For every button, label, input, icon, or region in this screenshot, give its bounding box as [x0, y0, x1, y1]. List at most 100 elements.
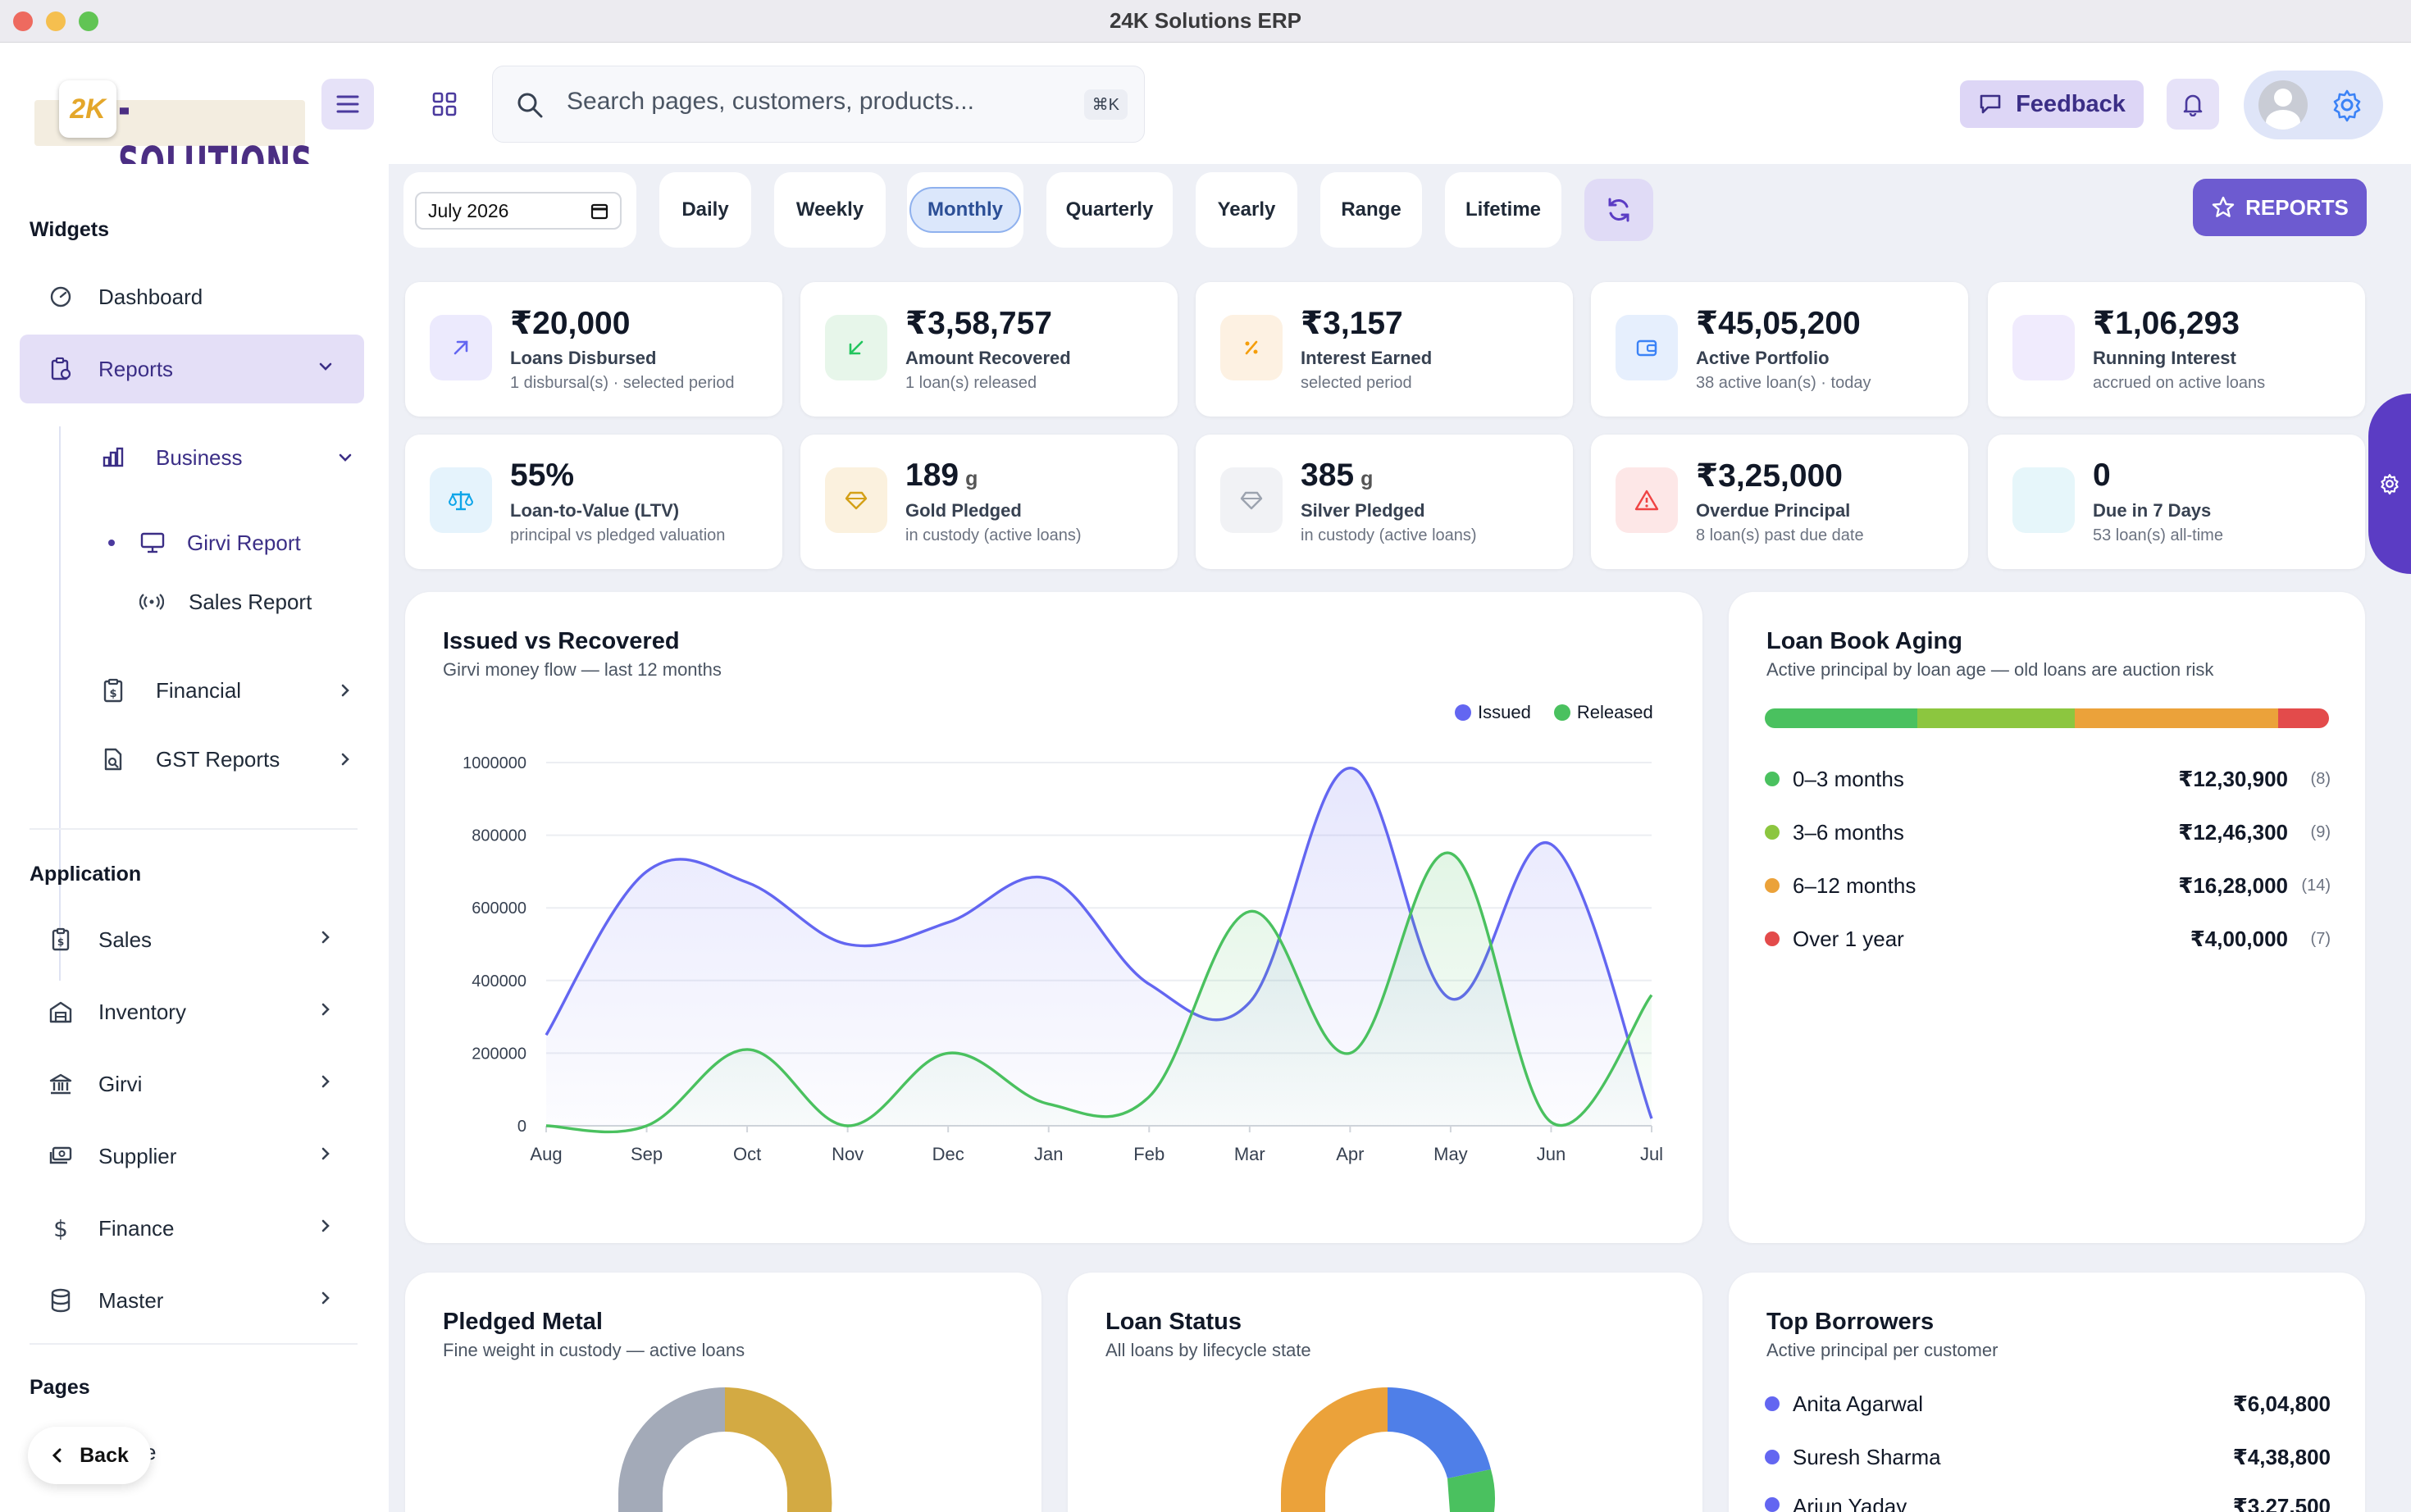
legend-label-issued: Issued [1478, 702, 1531, 722]
stat-number: 55% [510, 458, 575, 493]
loan-status-card: Loan Status All loans by lifecycle state [1068, 1273, 1702, 1512]
sidebar-item-gst-reports[interactable]: GST Reports [98, 735, 349, 784]
sidebar-item-business[interactable]: Business [98, 433, 352, 482]
stat-card-active-portfolio[interactable]: ₹45,05,200 Active Portfolio 38 active lo… [1591, 282, 1968, 417]
legend-swatch-issued [1455, 704, 1471, 721]
sidebar-item-girvi-report[interactable]: Girvi Report [108, 518, 301, 567]
stat-card-due-7-days[interactable]: 0 Due in 7 Days 53 loan(s) all-time [1988, 435, 2365, 569]
period-range[interactable]: Range [1320, 172, 1422, 248]
x-tick-label: Sep [631, 1144, 663, 1164]
sidebar-item-finance[interactable]: $ Finance [20, 1194, 364, 1263]
aging-amount: ₹4,00,000 [2190, 926, 2288, 951]
aging-label: 6–12 months [1793, 872, 1916, 898]
warning-icon [1616, 467, 1678, 533]
aging-row[interactable]: 6–12 months ₹16,28,000 (14) [1765, 869, 2331, 902]
gear-icon[interactable] [2329, 87, 2365, 123]
profile-menu[interactable] [2244, 71, 2383, 139]
stat-value: ₹1,06,293 [2093, 306, 2240, 341]
cash-icon [48, 1143, 74, 1169]
sidebar-item-dashboard[interactable]: Dashboard [20, 262, 364, 331]
sidebar-item-girvi[interactable]: Girvi [20, 1050, 364, 1118]
period-label: Weekly [795, 198, 864, 221]
stat-card-amount-recovered[interactable]: ₹3,58,757 Amount Recovered 1 loan(s) rel… [800, 282, 1178, 417]
stat-card-overdue-principal[interactable]: ₹3,25,000 Overdue Principal 8 loan(s) pa… [1591, 435, 1968, 569]
reports-icon [48, 356, 74, 382]
stat-card-gold-pledged[interactable]: 189 g Gold Pledged in custody (active loa… [800, 435, 1178, 569]
donut-slice-silver [618, 1387, 725, 1494]
stat-label: Silver Pledged [1301, 500, 1425, 521]
sidebar-item-financial[interactable]: $ Financial [98, 666, 349, 715]
feedback-label: Feedback [2016, 90, 2126, 117]
warehouse-icon [48, 999, 74, 1025]
sidebar-item-supplier[interactable]: Supplier [20, 1122, 364, 1191]
chevron-down-icon [319, 362, 332, 371]
card-title: Issued vs Recovered [443, 628, 680, 654]
sidebar-item-sales[interactable]: $ Sales [20, 905, 364, 974]
gst-reports-label: GST Reports [156, 746, 280, 772]
zoom-window-button[interactable] [79, 11, 98, 31]
sidebar-item-label: Master [98, 1287, 164, 1313]
notifications-button[interactable] [2167, 79, 2219, 130]
stat-card-interest-earned[interactable]: ₹3,157 Interest Earned selected period [1196, 282, 1573, 417]
card-subtitle: Fine weight in custody — active loans [443, 1340, 745, 1360]
settings-side-tab[interactable] [2368, 394, 2411, 574]
card-subtitle: Active principal per customer [1766, 1340, 1999, 1360]
close-window-button[interactable] [13, 11, 33, 31]
donut-slice-active [1388, 1387, 1491, 1478]
aging-count: (9) [2310, 822, 2331, 841]
aging-row[interactable]: Over 1 year ₹4,00,000 (7) [1765, 922, 2331, 955]
logo-mark: 2K [59, 80, 116, 138]
apps-grid-button[interactable] [418, 79, 471, 130]
sidebar-item-reports[interactable]: Reports [20, 335, 364, 403]
series-line-issued [545, 766, 1653, 1119]
hamburger-icon [336, 95, 359, 113]
reports-button[interactable]: REPORTS [2193, 179, 2367, 236]
sidebar-divider [30, 828, 358, 830]
aging-stacked-bar [1765, 708, 2329, 728]
period-weekly[interactable]: Weekly [774, 172, 886, 248]
aging-dot [1765, 878, 1780, 893]
feedback-button[interactable]: Feedback [1960, 80, 2144, 128]
stat-card-running-interest[interactable]: ₹1,06,293 Running Interest accrued on ac… [1988, 282, 2365, 417]
period-monthly[interactable]: Monthly [907, 172, 1023, 248]
card-title: Top Borrowers [1766, 1309, 1935, 1335]
stat-number: 385 [1301, 458, 1355, 493]
calendar-icon[interactable] [590, 202, 608, 220]
period-quarterly[interactable]: Quarterly [1046, 172, 1173, 248]
stat-card-loans-disbursed[interactable]: ₹20,000 Loans Disbursed 1 disbursal(s) ·… [405, 282, 782, 417]
stat-label: Running Interest [2093, 348, 2236, 368]
search-icon [517, 93, 543, 118]
aging-row[interactable]: 3–6 months ₹12,46,300 (9) [1765, 816, 2331, 849]
borrower-row[interactable]: Arjun Yadav ₹3,27,500 [1765, 1494, 2331, 1512]
period-label: Monthly [909, 187, 1021, 233]
search-input[interactable]: Search pages, customers, products... ⌘K [492, 66, 1145, 143]
scale-icon [430, 467, 492, 533]
sidebar-item-sales-report[interactable]: Sales Report [139, 577, 312, 626]
refresh-button[interactable] [1584, 179, 1653, 241]
date-picker[interactable]: July 2026 [403, 172, 636, 248]
borrower-row[interactable]: Suresh Sharma ₹4,38,800 [1765, 1441, 2331, 1473]
chevron-left-icon [52, 1448, 62, 1463]
stat-card-silver-pledged[interactable]: 385 g Silver Pledged in custody (active l… [1196, 435, 1573, 569]
wallet-icon [1616, 315, 1678, 380]
sidebar-item-master[interactable]: Master [20, 1266, 364, 1335]
sidebar-item-inventory[interactable]: Inventory [20, 977, 364, 1046]
sidebar-item-label: Dashboard [98, 284, 203, 309]
chevron-right-icon [341, 684, 349, 697]
back-label: Back [80, 1443, 129, 1467]
minimize-window-button[interactable] [46, 11, 66, 31]
x-tick-label: Dec [932, 1144, 964, 1164]
borrower-row[interactable]: Anita Agarwal ₹6,04,800 [1765, 1387, 2331, 1420]
stat-card-ltv[interactable]: 55% Loan-to-Value (LTV) principal vs ple… [405, 435, 782, 569]
sidebar-toggle-button[interactable] [321, 79, 374, 130]
database-icon [48, 1287, 74, 1314]
chevron-right-icon [321, 1219, 330, 1232]
period-yearly[interactable]: Yearly [1196, 172, 1297, 248]
period-daily[interactable]: Daily [659, 172, 751, 248]
svg-text:$: $ [57, 936, 64, 948]
period-lifetime[interactable]: Lifetime [1445, 172, 1561, 248]
aging-row[interactable]: 0–3 months ₹12,30,900 (8) [1765, 763, 2331, 795]
back-button[interactable]: Back [28, 1427, 151, 1484]
month-input[interactable]: July 2026 [415, 192, 622, 230]
stat-label: Amount Recovered [905, 348, 1071, 368]
